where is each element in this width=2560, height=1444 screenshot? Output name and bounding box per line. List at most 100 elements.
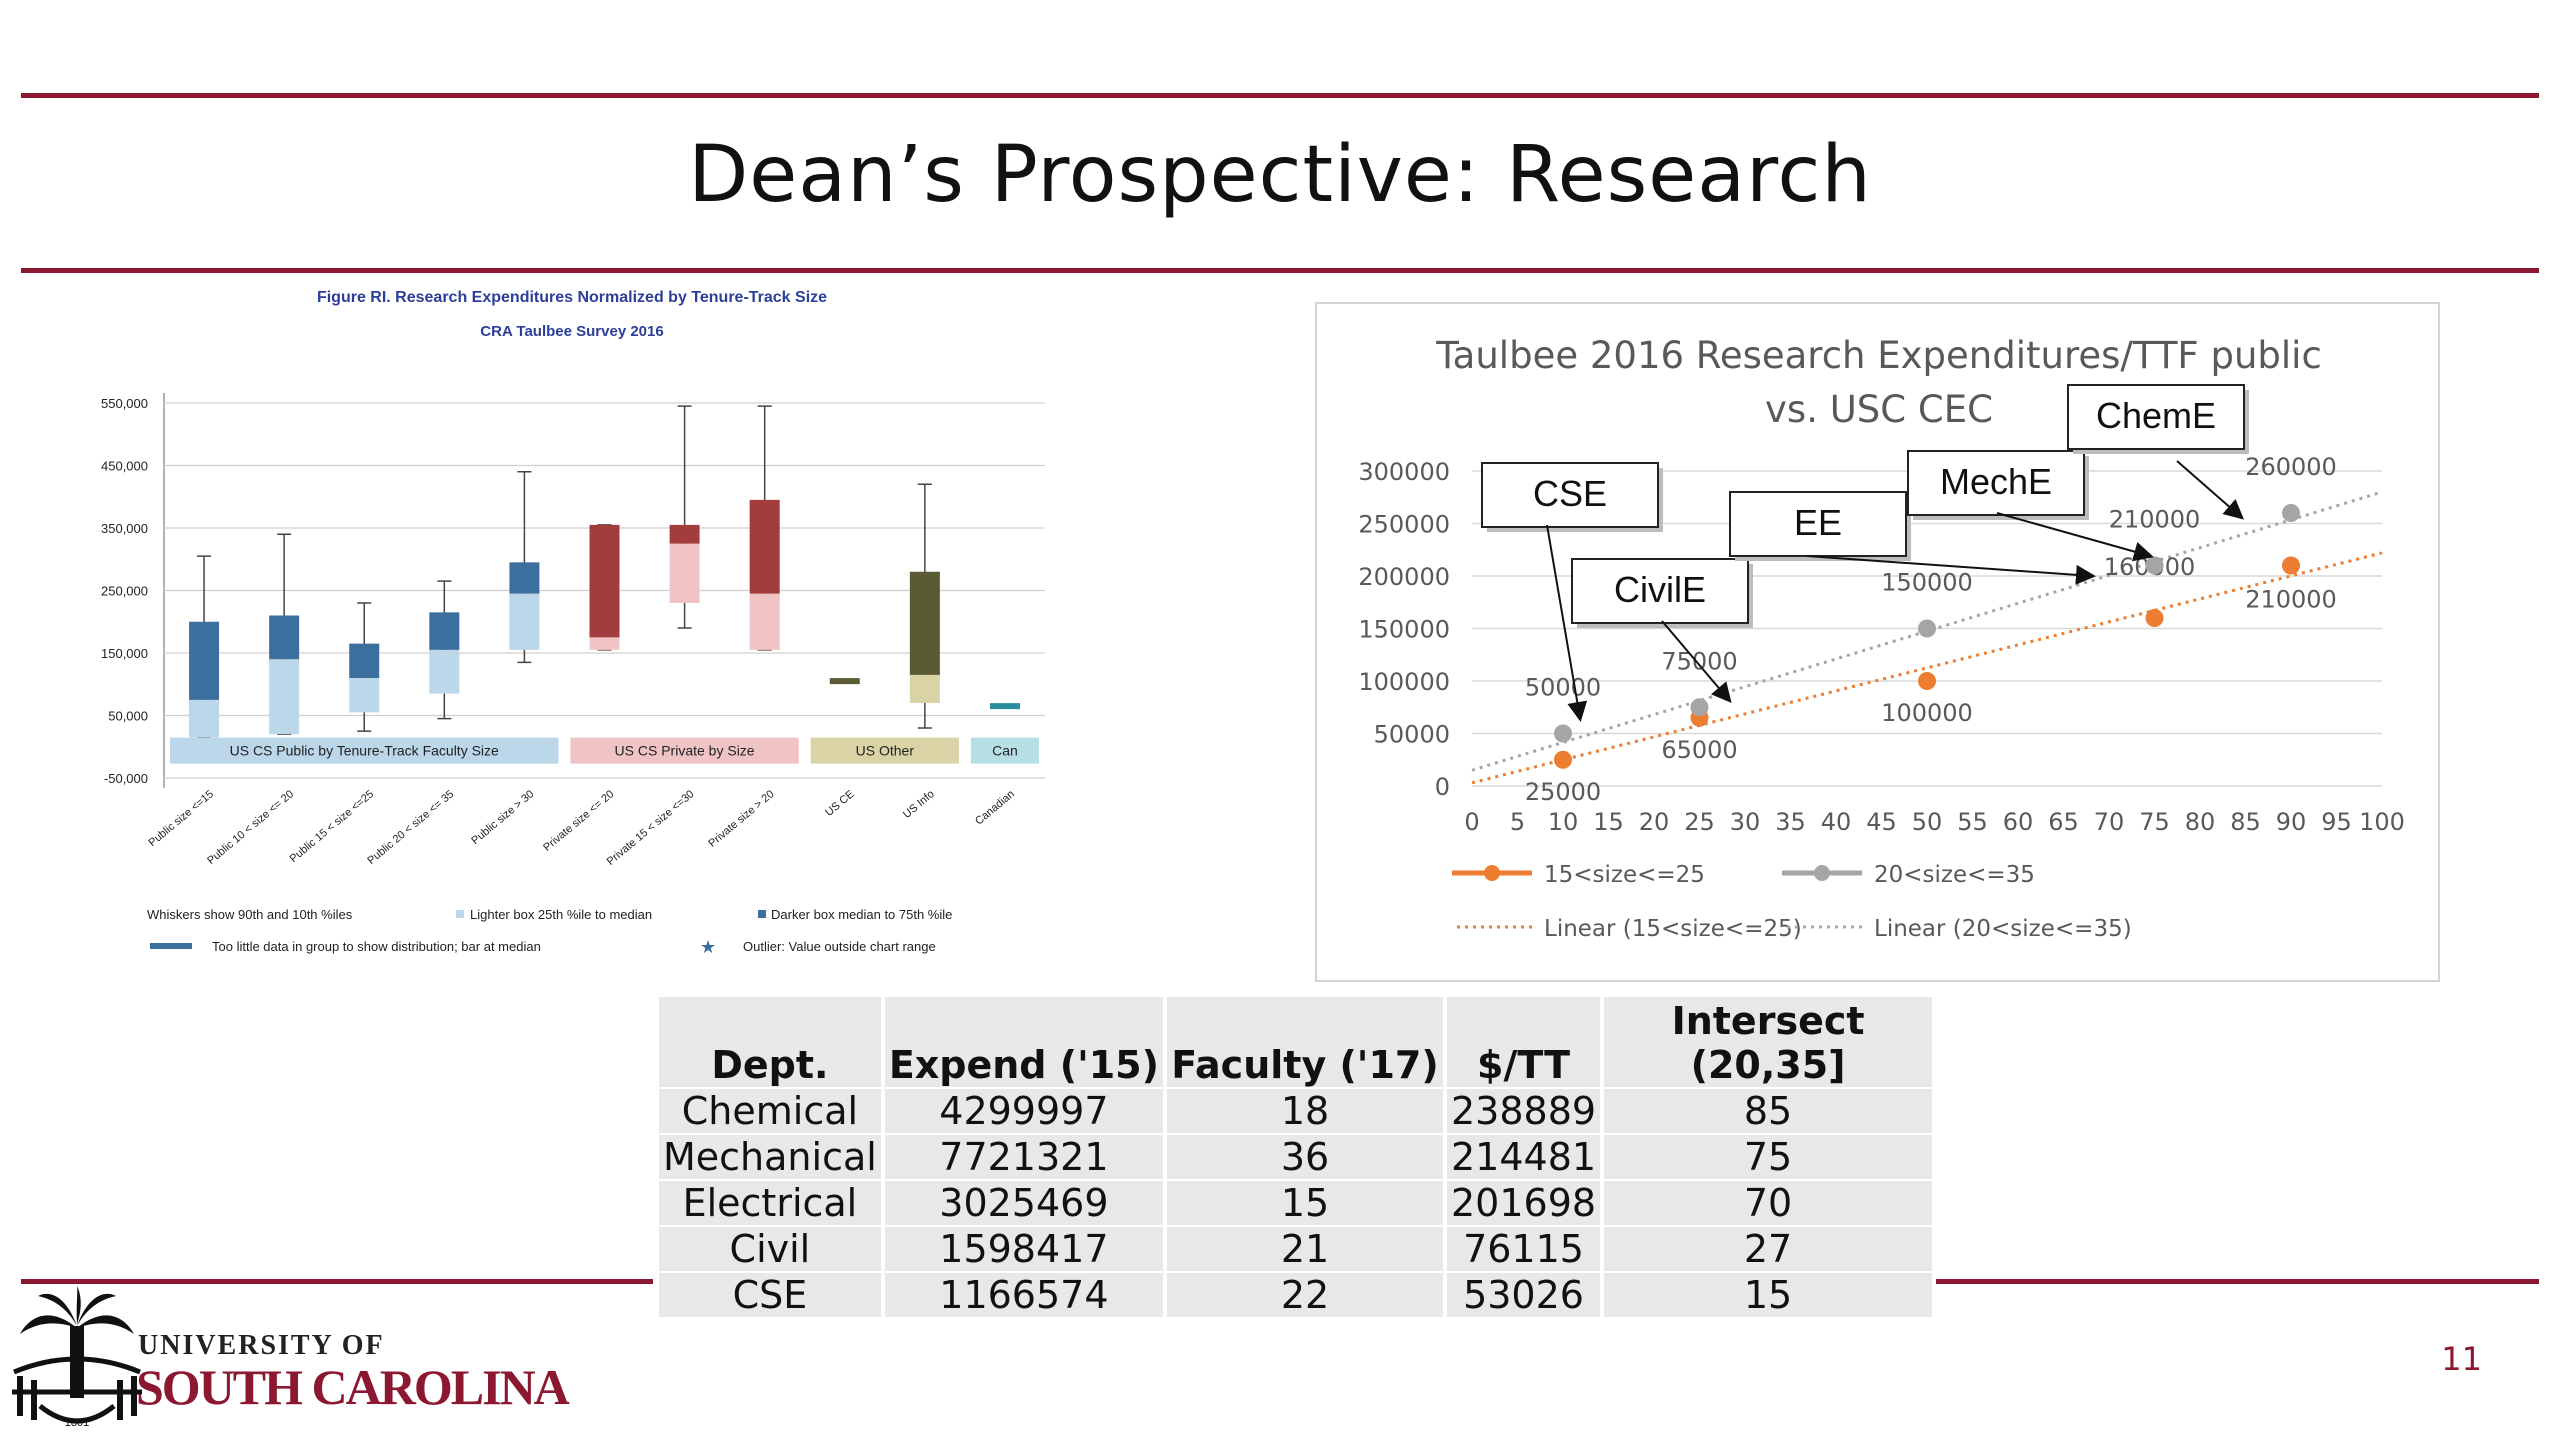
box-lower <box>909 674 940 703</box>
callout-label: MechE <box>1940 461 2052 502</box>
box-lower <box>189 699 220 738</box>
box-upper <box>749 499 780 594</box>
table-cell: 76115 <box>1447 1227 1601 1271</box>
scatter-x-tick-label: 45 <box>1866 808 1897 836</box>
scatter-legend-label: 15<size<=25 <box>1544 862 1705 888</box>
box-y-tick-label: 50,000 <box>108 709 148 724</box>
table-cell: Chemical <box>659 1089 881 1133</box>
scatter-x-tick-label: 65 <box>2048 808 2079 836</box>
scatter-data-label: 65000 <box>1661 736 1737 764</box>
box-legend-dark-swatch <box>758 910 766 918</box>
scatter-legend-label: Linear (15<size<=25) <box>1544 916 1802 942</box>
scatter-legend-marker <box>1484 865 1500 881</box>
callout-arrow <box>1546 524 1588 722</box>
university-logo-svg: 1801 UNIVERSITY OF SOUTH CAROLINA <box>12 1286 572 1429</box>
box-group-label: US CS Public by Tenure-Track Faculty Siz… <box>230 743 499 759</box>
box-x-tick-label: Private size > 20 <box>706 788 776 850</box>
box-x-tick-label: US Info <box>901 788 937 821</box>
box-lower <box>669 543 700 603</box>
table-cell: 1166574 <box>884 1273 1163 1317</box>
scatter-data-label: 210000 <box>2245 586 2337 614</box>
scatter-x-tick-label: 25 <box>1684 808 1715 836</box>
box-upper <box>189 621 220 700</box>
table-cell: 75 <box>1604 1135 1933 1179</box>
logo-line2: SOUTH CAROLINA <box>136 1359 570 1415</box>
slide-title: Dean’s Prospective: Research <box>688 130 1872 220</box>
table-cell: 1598417 <box>884 1227 1163 1271</box>
scatter-x-tick-label: 90 <box>2276 808 2307 836</box>
box-legend-dark: Darker box median to 75th %ile <box>771 907 952 922</box>
scatter-data-label: 150000 <box>1881 569 1973 597</box>
callout-box <box>1729 491 1907 557</box>
scatter-x-tick-label: 5 <box>1510 808 1525 836</box>
box-x-tick-label: US CE <box>823 788 856 819</box>
box-y-tick-label: 250,000 <box>101 584 148 599</box>
top-rule <box>21 93 2539 98</box>
box-upper <box>669 524 700 544</box>
box-x-tick-label: Canadian <box>973 788 1017 827</box>
box-median-bar <box>989 703 1020 710</box>
header-faculty: Faculty ('17) <box>1167 997 1443 1087</box>
table-header-row: Dept. Expend ('15) Faculty ('17) $/TT In… <box>659 997 1933 1087</box>
table-cell: 21 <box>1167 1227 1443 1271</box>
table-cell: 22 <box>1167 1273 1443 1317</box>
scatter-legend-label: 20<size<=35 <box>1874 862 2035 888</box>
scatter-point <box>1918 619 1936 638</box>
box-plot-subtitle: CRA Taulbee Survey 2016 <box>480 323 663 340</box>
scatter-legend-marker <box>1814 865 1830 881</box>
scatter-data-label: 50000 <box>1525 674 1601 702</box>
scatter-svg: Taulbee 2016 Research Expenditures/TTF p… <box>1358 334 2405 942</box>
callout-arrow <box>1806 555 2096 585</box>
table-cell: 53026 <box>1447 1273 1601 1317</box>
box-y-tick-label: -50,000 <box>104 771 148 786</box>
scatter-x-tick-label: 95 <box>2321 808 2352 836</box>
box-legend-bar-swatch <box>150 943 192 949</box>
scatter-data-label: 75000 <box>1661 647 1737 675</box>
box-legend-whiskers: Whiskers show 90th and 10th %iles <box>147 907 353 922</box>
box-x-tick-label: Private 15 < size <=30 <box>605 788 697 868</box>
scatter-x-tick-label: 30 <box>1730 808 1761 836</box>
box-x-tick-label: Public size <=15 <box>146 788 216 849</box>
callout-box <box>1481 462 1659 528</box>
table-cell: 15 <box>1604 1273 1933 1317</box>
scatter-y-tick-label: 50000 <box>1374 721 1450 749</box>
scatter-x-tick-label: 85 <box>2230 808 2261 836</box>
callout-label: CSE <box>1533 473 1607 514</box>
box-lower <box>429 649 460 694</box>
scatter-data-label: 210000 <box>2109 506 2201 534</box>
table-cell: 18 <box>1167 1089 1443 1133</box>
table-row: Civil 1598417 21 76115 27 <box>659 1227 1933 1271</box>
scatter-x-tick-label: 80 <box>2185 808 2216 836</box>
header-intersect-line1: Intersect <box>1671 999 1865 1043</box>
box-x-tick-label: Public 15 < size <=25 <box>288 788 377 865</box>
box-lower <box>749 593 780 650</box>
header-expend: Expend ('15) <box>884 997 1163 1087</box>
callout-arrow <box>1661 620 1732 704</box>
table-cell: 27 <box>1604 1227 1933 1271</box>
box-upper <box>909 571 940 675</box>
table-cell: 214481 <box>1447 1135 1601 1179</box>
scatter-y-tick-label: 100000 <box>1358 668 1450 696</box>
box-group-label-bg <box>170 737 559 764</box>
box-legend-light-swatch <box>456 910 464 918</box>
dept-table: Dept. Expend ('15) Faculty ('17) $/TT In… <box>655 995 1937 1319</box>
scatter-x-tick-label: 100 <box>2359 808 2405 836</box>
box-plot-figure: Figure RI. Research Expenditures Normali… <box>60 280 1060 970</box>
scatter-figure: Taulbee 2016 Research Expenditures/TTF p… <box>1315 302 2440 982</box>
table-cell: 85 <box>1604 1089 1933 1133</box>
callout-arrow <box>2176 460 2245 520</box>
university-logo: 1801 UNIVERSITY OF SOUTH CAROLINA <box>10 1286 572 1436</box>
scatter-point <box>2145 556 2164 575</box>
box-legend-bar: Too little data in group to show distrib… <box>212 939 541 954</box>
scatter-x-tick-label: 35 <box>1775 808 1806 836</box>
box-upper <box>589 524 620 638</box>
scatter-x-tick-label: 15 <box>1593 808 1624 836</box>
box-group-label-bg <box>570 737 799 764</box>
scatter-point <box>2282 556 2300 575</box>
box-plot-title: Figure RI. Research Expenditures Normali… <box>317 289 827 306</box>
scatter-y-tick-label: 200000 <box>1358 563 1450 591</box>
box-lower <box>269 659 300 735</box>
scatter-point <box>1554 724 1572 743</box>
scatter-y-tick-label: 0 <box>1435 773 1450 801</box>
box-y-tick-label: 550,000 <box>101 396 148 411</box>
